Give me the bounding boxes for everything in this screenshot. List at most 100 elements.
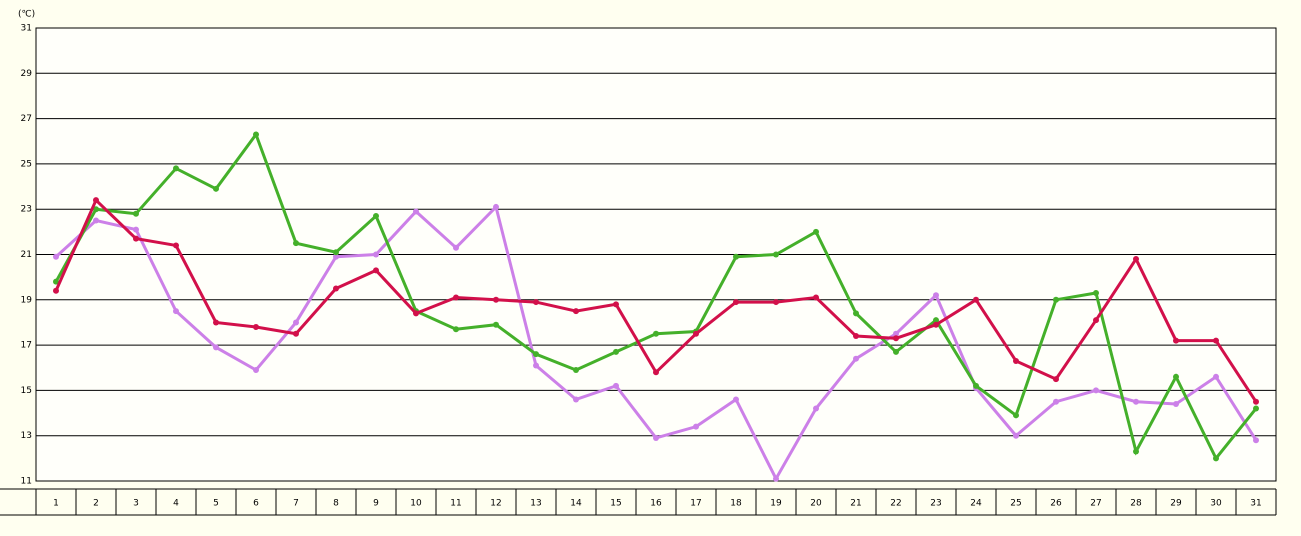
data-point [1173,400,1179,407]
data-point [733,396,739,403]
x-tick-label: 6 [253,499,259,509]
x-tick-label: 1 [53,499,59,509]
data-point [973,296,979,303]
data-point [1013,432,1019,439]
data-point [613,382,619,389]
data-point [253,131,259,138]
data-point [813,405,819,412]
data-point [533,362,539,369]
y-tick-label: 27 [21,114,32,124]
data-point [773,299,779,306]
data-point [1053,376,1059,383]
data-point [293,319,299,326]
x-tick-label: 8 [333,499,339,509]
x-tick-label: 14 [570,499,582,509]
data-point [1013,412,1019,419]
y-tick-label: 31 [21,24,32,34]
data-point [373,251,379,258]
data-point [413,208,419,215]
data-point [1013,357,1019,364]
data-point [133,235,139,242]
data-point [1053,296,1059,303]
data-point [1253,405,1259,412]
data-point [293,330,299,337]
data-point [133,210,139,217]
data-point [173,165,179,172]
x-tick-label: 7 [293,499,299,509]
y-tick-label: 25 [21,159,32,169]
data-point [653,369,659,376]
x-tick-label: 12 [490,499,501,509]
data-point [1213,373,1219,380]
data-point [893,330,899,337]
x-tick-label: 4 [173,499,179,509]
x-tick-label: 24 [970,499,982,509]
x-tick-label: 22 [890,499,901,509]
data-point [573,308,579,315]
data-point [853,333,859,340]
data-point [693,330,699,337]
data-point [573,367,579,374]
x-tick-label: 27 [1090,499,1101,509]
data-point [373,267,379,274]
data-point [373,212,379,219]
x-tick-label: 2 [93,499,99,509]
y-tick-label: 23 [21,205,32,215]
data-point [613,301,619,308]
data-point [453,326,459,333]
data-point [813,294,819,301]
data-point [333,285,339,292]
data-point [613,348,619,355]
data-point [173,242,179,249]
data-point [1093,290,1099,297]
data-point [1173,373,1179,380]
x-tick-label: 13 [530,499,541,509]
data-point [333,253,339,260]
data-point [773,251,779,258]
data-point [893,348,899,355]
y-tick-label: 17 [21,341,32,351]
data-point [733,253,739,260]
x-tick-label: 25 [1010,499,1021,509]
data-point [693,423,699,430]
data-point [1253,437,1259,444]
data-point [253,367,259,374]
data-point [1093,387,1099,394]
data-point [213,319,219,326]
x-tick-label: 16 [650,499,662,509]
data-point [653,434,659,441]
x-tick-label: 30 [1210,499,1222,509]
x-tick-label: 17 [690,499,701,509]
data-point [1173,337,1179,344]
x-tick-label: 3 [133,499,139,509]
data-point [933,321,939,328]
data-point [493,203,499,210]
data-point [1213,455,1219,462]
data-point [973,382,979,389]
data-point [1133,398,1139,405]
data-point [493,321,499,328]
data-point [733,299,739,306]
data-point [773,475,779,482]
y-tick-label: 13 [21,431,32,441]
x-tick-label: 21 [850,499,861,509]
x-tick-label: 26 [1050,499,1062,509]
data-point [853,355,859,362]
x-tick-label: 10 [410,499,422,509]
y-tick-label: 11 [21,477,32,487]
data-point [1133,448,1139,455]
data-point [1253,398,1259,405]
data-point [53,278,59,285]
x-tick-label: 19 [770,499,782,509]
data-point [1133,256,1139,263]
data-point [133,226,139,233]
data-point [213,185,219,192]
x-tick-label: 23 [930,499,941,509]
x-tick-label: 5 [213,499,219,509]
data-point [253,323,259,330]
x-tick-label: 11 [450,499,461,509]
x-tick-label: 18 [730,499,742,509]
data-point [293,240,299,247]
data-point [533,351,539,358]
